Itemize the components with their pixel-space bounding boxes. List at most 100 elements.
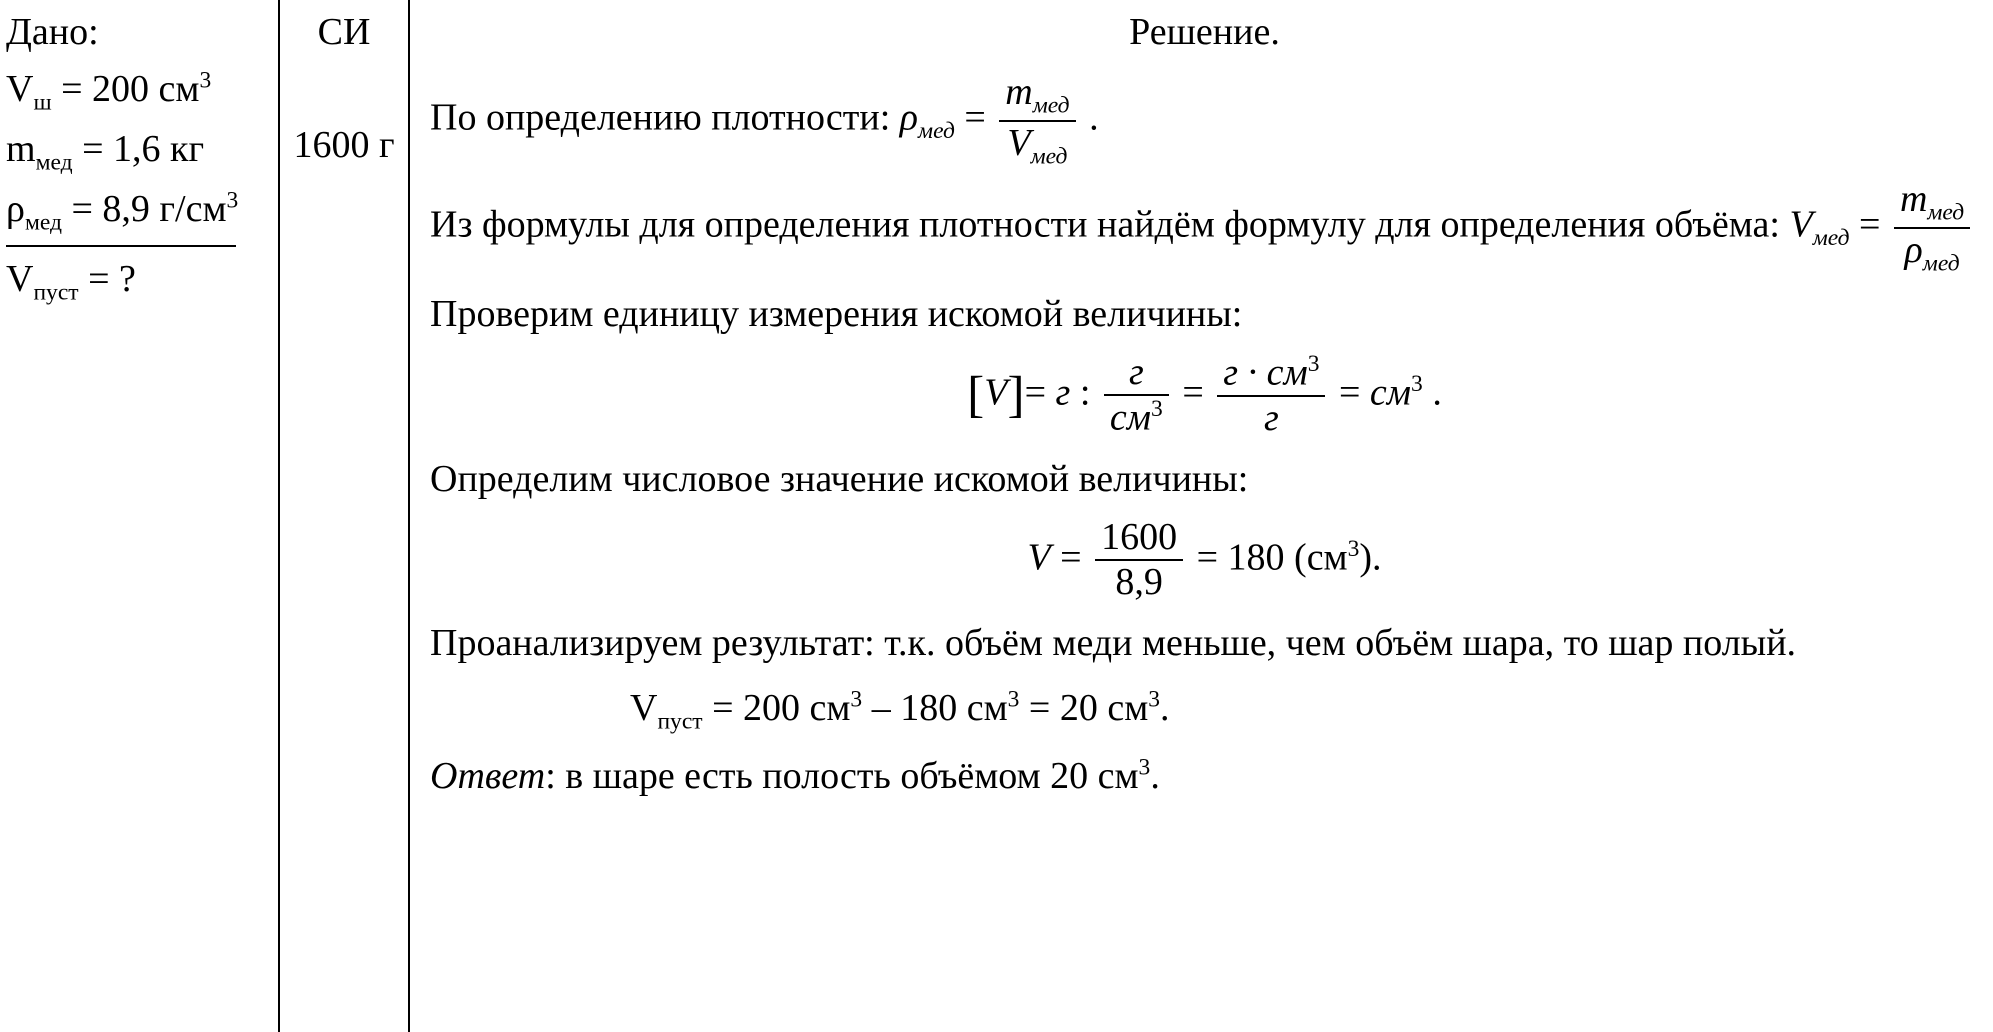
dim-f2-num-sup: 3 [1308, 351, 1320, 377]
calc-eq2: = 180 [1197, 536, 1285, 578]
calc-pl: ( [1285, 536, 1307, 578]
dim-check: [V]= г : г см3 = г · см3 г = см3 . [430, 351, 1979, 441]
p2-num-sub: мед [1927, 200, 1964, 226]
g1-sup: 3 [199, 67, 211, 93]
solution-p5: Проанализируем результат: т.к. объём мед… [430, 615, 1979, 672]
p2-den-sub: мед [1923, 251, 1960, 277]
p2-den-sym: ρ [1905, 229, 1923, 271]
g1-eq: = 200 см [52, 68, 200, 110]
g3-eq: = 8,9 г/см [62, 188, 227, 230]
p2-lhs-sub: мед [1813, 225, 1850, 251]
calc-lhs: V [1027, 536, 1050, 578]
p6-var: V [630, 687, 657, 729]
dim-eq3: = [1339, 371, 1370, 413]
find-eq: = ? [79, 258, 136, 300]
p6-dot: . [1160, 687, 1170, 729]
calc-unit-sup: 3 [1348, 536, 1360, 562]
find-line: Vпуст = ? [6, 245, 236, 311]
ans-text: : в шаре есть полость объёмом 20 см [545, 755, 1138, 797]
p1-den-sub: мед [1031, 143, 1068, 169]
calc-eq1: = [1051, 536, 1091, 578]
si-column: СИ 1600 г [280, 0, 410, 1032]
p2-lhs-sym: V [1789, 204, 1812, 246]
physics-problem-page: Дано: Vш = 200 см3 mмед = 1,6 кг ρмед = … [0, 0, 1993, 1032]
given-line-3: ρмед = 8,9 г/см3 [6, 181, 268, 241]
dim-f2-num-a: г · см [1223, 351, 1307, 393]
p6-s3: 3 [1148, 687, 1160, 713]
dim-res-a: см [1370, 371, 1411, 413]
ans-label: Ответ [430, 755, 545, 797]
given-header: Дано: [6, 4, 268, 61]
si-header: СИ [288, 4, 400, 61]
dim-f1-den-sup: 3 [1151, 396, 1163, 422]
g2-eq: = 1,6 кг [73, 128, 204, 170]
p6-res: = 20 см [1019, 687, 1148, 729]
dim-f1-den: см3 [1104, 396, 1169, 440]
dim-eq2: = [1182, 371, 1213, 413]
calc-num: 1600 [1095, 516, 1183, 562]
p1-den-sym: V [1007, 122, 1030, 164]
solution-column: Решение. По определению плотности: ρмед … [410, 0, 1993, 1032]
cavity-calc: Vпуст = 200 см3 – 180 см3 = 20 см3. [630, 680, 1979, 740]
find-var: V [6, 258, 33, 300]
p6-minus: – 180 см [862, 687, 1007, 729]
dim-colon: : [1070, 371, 1100, 413]
dim-f2-den: г [1217, 397, 1325, 441]
p1-num: mмед [999, 71, 1075, 122]
p1-text: По определению плотности: [430, 96, 900, 138]
p1-lhs-sub: мед [918, 118, 955, 144]
dim-rb: ] [1007, 366, 1024, 423]
g1-var: V [6, 68, 33, 110]
p6-s1: 3 [850, 687, 862, 713]
ans-sup: 3 [1139, 754, 1151, 780]
solution-p2: Из формулы для определения плотности най… [430, 178, 1979, 277]
p2-text1: Из формулы для определения плотности най… [430, 204, 1366, 246]
calc-fraction: 1600 8,9 [1095, 516, 1183, 605]
dim-var: V [984, 371, 1007, 413]
find-sub: пуст [33, 279, 78, 305]
answer-line: Ответ: в шаре есть полость объёмом 20 см… [430, 748, 1979, 805]
g3-sup: 3 [227, 187, 239, 213]
given-line-2: mмед = 1,6 кг [6, 121, 268, 181]
p1-fraction: mмед Vмед [999, 71, 1075, 170]
p1-den: Vмед [999, 122, 1075, 171]
calc-line: V = 1600 8,9 = 180 (см3). [430, 516, 1979, 605]
dim-lb: [ [967, 366, 984, 423]
calc-den: 8,9 [1095, 561, 1183, 605]
g3-var: ρ [6, 188, 25, 230]
p2-eq: = [1850, 204, 1890, 246]
solution-p1: По определению плотности: ρмед = mмед Vм… [430, 71, 1979, 170]
dim-f2: г · см3 г [1217, 351, 1325, 441]
dim-res-sup: 3 [1411, 371, 1423, 397]
g1-sub: ш [33, 90, 51, 116]
p6-s2: 3 [1008, 687, 1020, 713]
p6-sub: пуст [657, 709, 702, 735]
solution-title: Решение. [430, 4, 1979, 61]
dim-eq1: = [1025, 371, 1056, 413]
solution-p4: Определим числовое значение искомой вели… [430, 451, 1979, 508]
dim-f1: г см3 [1104, 351, 1169, 441]
calc-unit: см [1307, 536, 1348, 578]
p1-lhs-sym: ρ [900, 96, 918, 138]
dim-f2-num: г · см3 [1217, 351, 1325, 397]
p1-dot: . [1080, 96, 1099, 138]
dim-dot: . [1423, 371, 1442, 413]
si-value: 1600 г [288, 117, 400, 174]
g2-var: m [6, 128, 36, 170]
g3-sub: мед [25, 209, 62, 235]
g2-sub: мед [36, 150, 73, 176]
p2-text2: для определения объёма: [1375, 204, 1789, 246]
calc-pr: ). [1359, 536, 1381, 578]
ans-dot: . [1150, 755, 1160, 797]
p1-eq: = [955, 96, 995, 138]
p1-num-sub: мед [1033, 93, 1070, 119]
p2-den: ρмед [1894, 229, 1970, 278]
p2-fraction: mмед ρмед [1894, 178, 1970, 277]
p1-num-sym: m [1005, 71, 1032, 113]
dim-g1: г [1056, 371, 1071, 413]
given-column: Дано: Vш = 200 см3 mмед = 1,6 кг ρмед = … [0, 0, 280, 1032]
p2-num: mмед [1894, 178, 1970, 229]
p6-eq: = 200 см [703, 687, 851, 729]
dim-f1-den-a: см [1110, 397, 1151, 439]
given-line-1: Vш = 200 см3 [6, 61, 268, 121]
